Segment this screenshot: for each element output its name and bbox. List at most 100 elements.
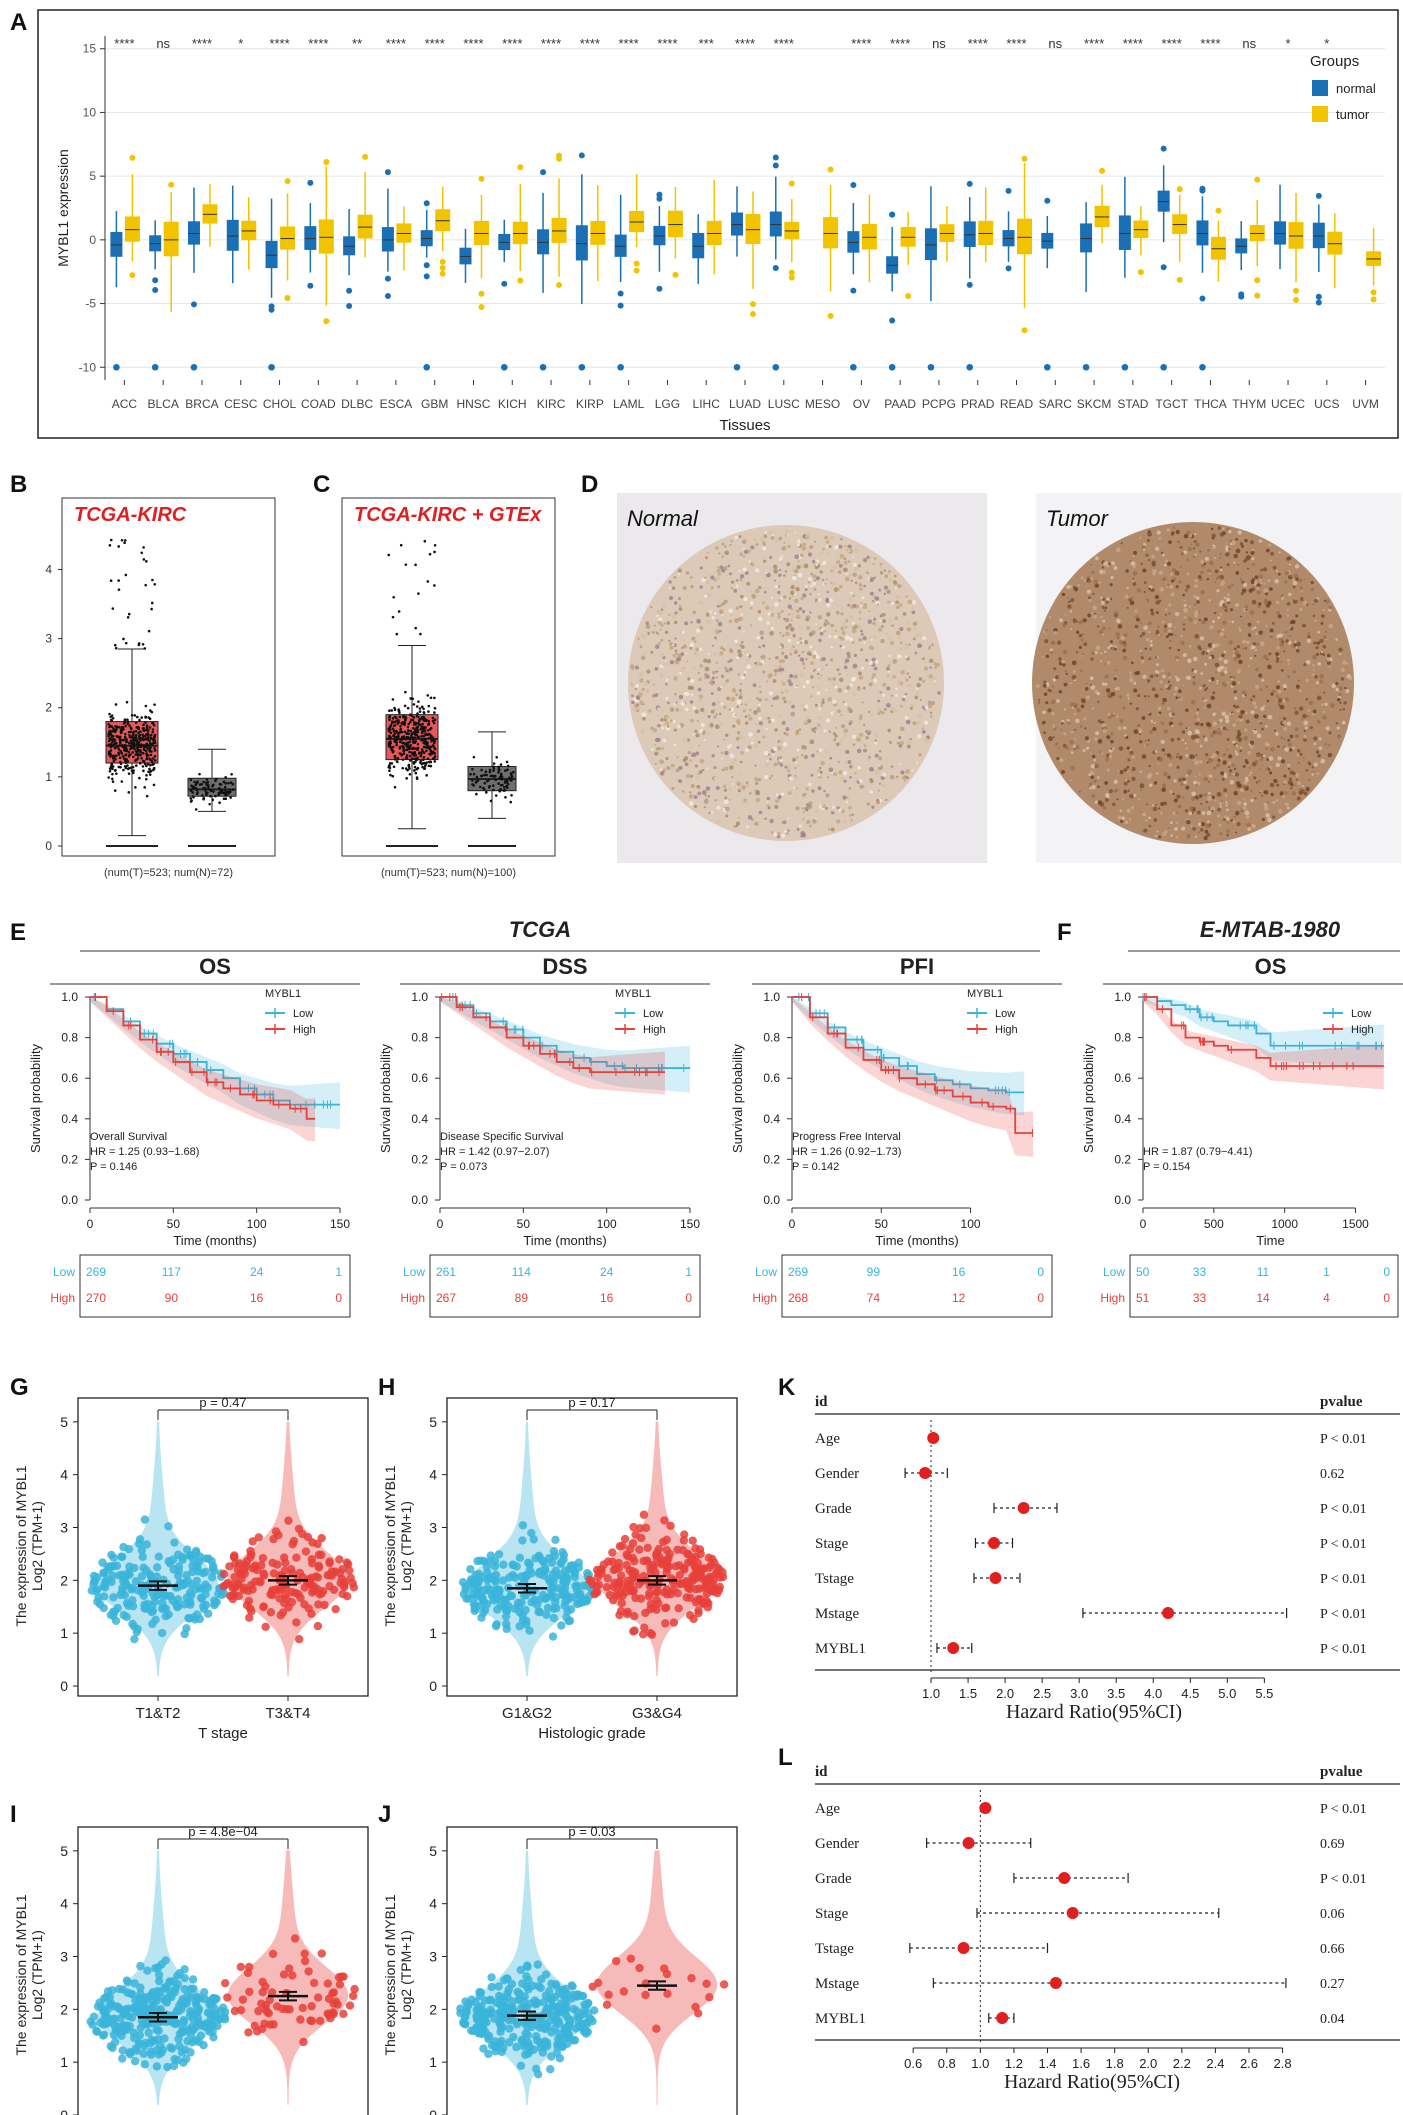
tissue-texture bbox=[1178, 695, 1182, 700]
tissue-texture bbox=[683, 756, 689, 761]
tumor-outlier bbox=[1176, 186, 1183, 193]
tissue-texture bbox=[1103, 650, 1107, 653]
tissue-texture bbox=[1250, 798, 1254, 803]
tissue-texture bbox=[1287, 675, 1291, 679]
tissue-texture bbox=[782, 696, 786, 701]
tissue-texture bbox=[1073, 620, 1076, 624]
tissue-texture bbox=[1171, 710, 1173, 713]
tissue-texture bbox=[716, 805, 721, 810]
tissue-texture bbox=[1084, 727, 1087, 730]
data-point bbox=[117, 735, 120, 739]
group-title-tcga: TCGA bbox=[509, 917, 571, 942]
tissue-texture bbox=[758, 703, 761, 707]
tissue-texture bbox=[1070, 730, 1074, 734]
y-tick-label: 1 bbox=[60, 1625, 68, 1641]
tissue-texture bbox=[841, 630, 846, 636]
tissue-texture bbox=[810, 661, 814, 665]
tissue-texture bbox=[783, 574, 786, 577]
data-point bbox=[127, 772, 131, 775]
tissue-texture bbox=[638, 672, 644, 678]
tissue-texture bbox=[1193, 595, 1197, 599]
tissue-texture bbox=[1311, 766, 1314, 769]
tissue-texture bbox=[705, 798, 708, 801]
tissue-texture bbox=[1048, 736, 1053, 741]
data-point bbox=[206, 781, 210, 784]
tissue-texture bbox=[725, 669, 729, 673]
tissue-texture bbox=[768, 657, 771, 660]
panel-d-tumor: Tumor bbox=[1032, 493, 1401, 863]
tissue-texture bbox=[703, 658, 708, 663]
data-point bbox=[497, 768, 501, 772]
tissue-texture bbox=[1047, 688, 1051, 692]
tissue-texture bbox=[1270, 551, 1274, 556]
data-point bbox=[414, 753, 418, 757]
tissue-texture bbox=[678, 708, 683, 713]
tissue-texture bbox=[810, 773, 814, 777]
x-tick-label: 100 bbox=[961, 1217, 981, 1231]
tissue-texture bbox=[698, 697, 703, 702]
tissue-texture bbox=[802, 542, 807, 547]
data-point bbox=[387, 553, 391, 557]
tissue-texture bbox=[863, 723, 866, 726]
data-point bbox=[136, 744, 140, 747]
panel-c: TCGA-KIRC + GTEx(num(T)=523; num(N)=100) bbox=[341, 497, 556, 879]
tissue-texture bbox=[1182, 593, 1185, 597]
data-point bbox=[418, 751, 421, 754]
tissue-texture bbox=[914, 695, 919, 700]
data-point bbox=[132, 739, 135, 743]
tissue-texture bbox=[868, 755, 871, 759]
significance-label: **** bbox=[657, 36, 677, 51]
tissue-texture bbox=[860, 604, 863, 607]
tissue-texture bbox=[1259, 641, 1265, 646]
tissue-texture bbox=[801, 703, 804, 707]
data-point bbox=[391, 745, 395, 749]
tissue-texture bbox=[1218, 656, 1223, 662]
tissue-texture bbox=[1129, 702, 1133, 705]
tissue-texture bbox=[1139, 635, 1143, 638]
tissue-texture bbox=[1169, 684, 1172, 687]
tumor-outlier bbox=[1254, 292, 1261, 299]
tissue-texture bbox=[1174, 611, 1180, 617]
tissue-texture bbox=[1154, 835, 1157, 838]
data-point bbox=[432, 741, 436, 745]
tissue-texture bbox=[1083, 642, 1088, 647]
tissue-texture bbox=[1158, 711, 1162, 715]
data-point bbox=[416, 746, 420, 750]
tissue-texture bbox=[1286, 721, 1292, 727]
data-point bbox=[147, 744, 151, 748]
tissue-texture bbox=[1250, 710, 1255, 715]
data-point bbox=[109, 579, 113, 583]
tissue-texture bbox=[693, 795, 698, 799]
data-point bbox=[125, 737, 128, 741]
tissue-texture bbox=[1175, 658, 1179, 662]
tissue-texture bbox=[692, 705, 696, 710]
tumor-outlier bbox=[1254, 176, 1261, 183]
tumor-outlier bbox=[439, 264, 446, 271]
tissue-texture bbox=[749, 624, 752, 627]
data-point bbox=[145, 560, 148, 563]
tissue-texture bbox=[1216, 679, 1219, 683]
tissue-texture bbox=[1288, 742, 1292, 747]
tissue-texture bbox=[1098, 629, 1104, 635]
tissue-texture bbox=[804, 704, 809, 709]
data-point bbox=[433, 718, 437, 722]
data-point bbox=[509, 778, 513, 782]
tissue-texture bbox=[720, 751, 724, 755]
tissue-texture bbox=[739, 605, 743, 609]
tissue-texture bbox=[680, 668, 685, 673]
tissue-texture bbox=[769, 757, 772, 761]
tissue-texture bbox=[1126, 746, 1130, 750]
tissue-texture bbox=[690, 584, 694, 589]
tissue-texture bbox=[738, 535, 742, 539]
tissue-texture bbox=[721, 768, 725, 772]
tissue-texture bbox=[1282, 683, 1287, 688]
tissue-texture bbox=[1314, 675, 1318, 679]
tissue-texture bbox=[787, 829, 790, 832]
tissue-texture bbox=[1178, 722, 1183, 726]
tissue-texture bbox=[911, 610, 916, 615]
data-point bbox=[497, 782, 500, 785]
tissue-texture bbox=[1087, 596, 1091, 600]
tissue-texture bbox=[1220, 672, 1225, 677]
tissue-texture bbox=[1263, 790, 1269, 795]
tissue-texture bbox=[1224, 605, 1228, 609]
